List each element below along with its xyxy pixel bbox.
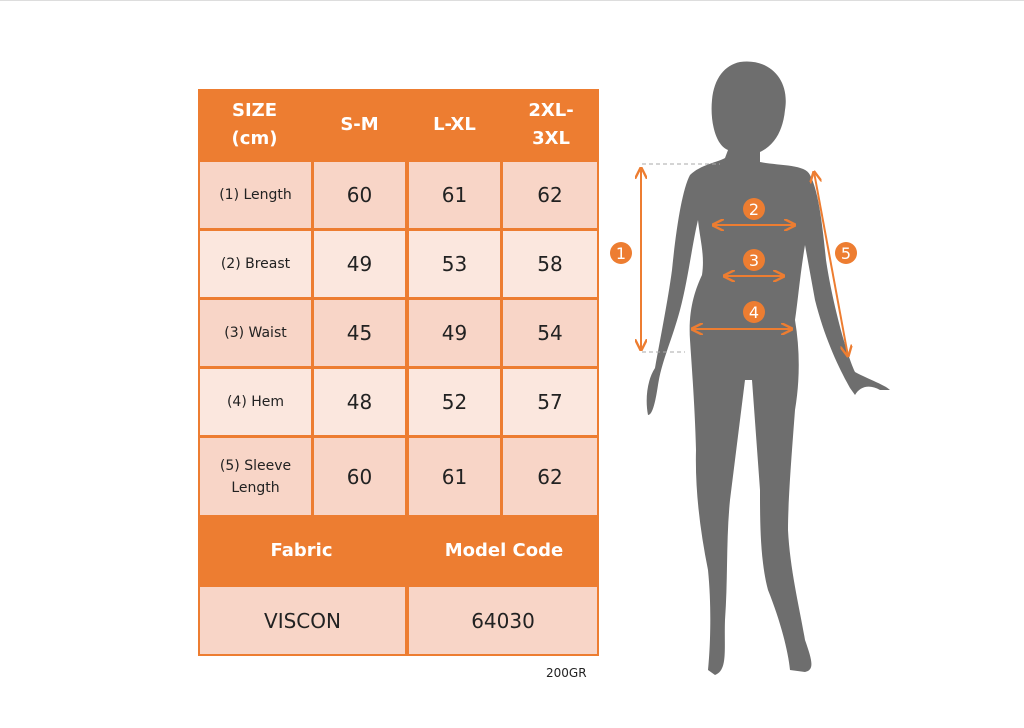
size-value: 62: [503, 162, 597, 228]
size-value-text: 61: [441, 183, 468, 207]
header-size: SIZE (cm): [231, 100, 278, 149]
size-value: 45: [314, 300, 405, 366]
row-label-text: (5) Sleeve Length: [219, 457, 292, 496]
header-l-xl: L-XL: [433, 114, 476, 135]
size-value-text: 54: [537, 321, 563, 345]
size-value: 61: [409, 162, 500, 228]
row-label: (5) Sleeve Length: [200, 438, 311, 515]
size-value: 52: [409, 369, 500, 435]
row-label-text: (3) Waist: [224, 325, 287, 341]
size-value: 49: [409, 300, 500, 366]
marker-4: 4: [743, 301, 765, 323]
silhouette-shape: [646, 61, 890, 676]
size-value: 48: [314, 369, 405, 435]
body-silhouette: 1 2 3 4 5: [610, 61, 890, 676]
size-value: 60: [314, 162, 405, 228]
size-table: SIZE (cm) S-M L-XL 2XL-3XL (1) Length 60 6…: [198, 89, 599, 656]
row-label: (1) Length: [200, 162, 311, 228]
row-label-text: (1) Length: [219, 187, 292, 203]
size-value-text: 62: [537, 183, 563, 207]
fabric-value: VISCON: [200, 587, 405, 654]
size-value: 49: [314, 231, 405, 297]
size-value: 58: [503, 231, 597, 297]
size-value-text: 58: [537, 252, 563, 276]
size-value-text: 60: [346, 464, 373, 489]
size-value-text: 53: [441, 252, 468, 276]
size-value: 54: [503, 300, 597, 366]
size-value: 53: [409, 231, 500, 297]
marker-number: 5: [841, 244, 851, 263]
size-value-text: 60: [346, 183, 373, 207]
size-value-text: 49: [346, 252, 373, 276]
header-s-m: S-M: [340, 114, 379, 135]
top-border: [0, 0, 1024, 1]
row-label: (4) Hem: [200, 369, 311, 435]
marker-number: 3: [749, 251, 759, 270]
marker-number: 1: [616, 244, 626, 263]
marker-5: 5: [835, 242, 857, 264]
size-value-text: 45: [346, 321, 373, 345]
marker-3: 3: [743, 249, 765, 271]
marker-2: 2: [743, 198, 765, 220]
sleeve-arrow: [814, 172, 848, 356]
weight-note: 200GR: [546, 666, 587, 680]
row-label: (3) Waist: [200, 300, 311, 366]
marker-1: 1: [610, 242, 632, 264]
size-value: 61: [409, 438, 500, 515]
header-fabric: Fabric: [270, 540, 333, 561]
size-value: 62: [503, 438, 597, 515]
size-value-text: 52: [441, 390, 468, 414]
size-value-text: 62: [537, 464, 563, 489]
size-value-text: 49: [441, 321, 468, 345]
model-code-value: 64030: [409, 587, 597, 654]
size-value-text: 48: [346, 390, 373, 414]
size-value-text: 57: [537, 390, 563, 414]
row-label: (2) Breast: [200, 231, 311, 297]
size-value: 57: [503, 369, 597, 435]
header-2xl-3xl: 2XL-3XL: [528, 100, 574, 149]
marker-number: 4: [749, 303, 759, 322]
size-value-text: 61: [441, 464, 468, 489]
header-model-code: Model Code: [444, 540, 564, 561]
row-label-text: (2) Breast: [220, 256, 291, 272]
row-label-text: (4) Hem: [226, 394, 285, 410]
marker-number: 2: [749, 200, 759, 219]
size-value: 60: [314, 438, 405, 515]
